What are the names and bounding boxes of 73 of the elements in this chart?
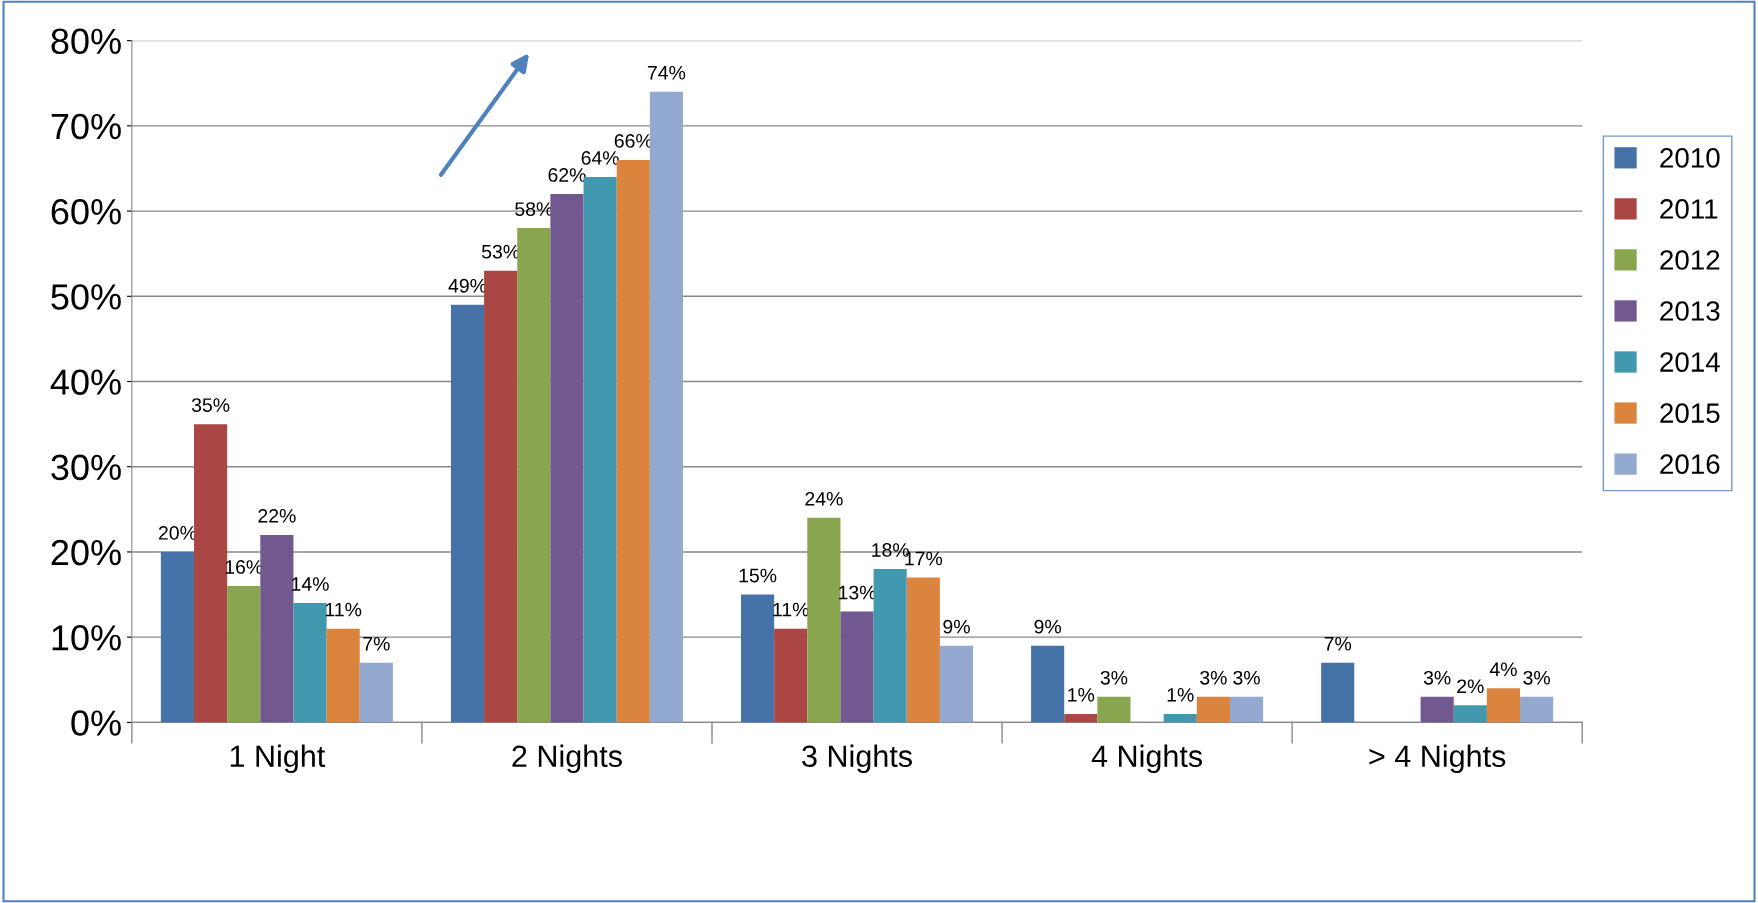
data-label: 58% (515, 202, 553, 216)
bar (1097, 696, 1131, 723)
data-label: 74% (647, 65, 686, 80)
bar (550, 194, 584, 723)
bar (1229, 696, 1264, 723)
data-label: 3% (1423, 670, 1451, 685)
y-tick-label: 50% (51, 284, 121, 310)
bar (359, 662, 393, 723)
legend-label: 2012 (1660, 250, 1720, 270)
x-tick-label: 4 Nights (1091, 744, 1203, 774)
bar (1420, 696, 1454, 723)
bar (873, 569, 907, 723)
bar (1321, 662, 1355, 723)
bar (741, 594, 775, 723)
y-tick-label: 0% (71, 710, 121, 736)
data-label: 1% (1068, 688, 1095, 702)
bar (260, 534, 294, 723)
bar (1453, 705, 1487, 723)
y-tick-label: 10% (52, 625, 121, 651)
bar (840, 611, 874, 723)
data-label: 22% (258, 508, 296, 523)
x-tick-label: 2 Nights (512, 744, 622, 774)
y-tick-label: 60% (51, 198, 121, 225)
y-tick-label: 40% (50, 369, 121, 395)
y-tick-label: 80% (51, 28, 121, 55)
legend-label: 2011 (1660, 199, 1718, 219)
x-tick-label: 1 Night (230, 744, 326, 774)
data-label: 11% (325, 602, 362, 617)
data-label: 3% (1233, 670, 1260, 685)
bar (906, 577, 940, 723)
data-label: 64% (581, 151, 619, 165)
y-tick-label: 70% (51, 113, 121, 140)
data-label: 3% (1523, 670, 1550, 685)
legend-label: 2013 (1660, 301, 1720, 321)
bar (1486, 688, 1521, 723)
bar (293, 603, 327, 723)
legend-label: 2015 (1660, 403, 1720, 423)
bar (1520, 696, 1554, 723)
bar (774, 628, 808, 723)
data-label: 4% (1489, 662, 1517, 677)
data-label: 15% (739, 568, 777, 583)
bar (1031, 645, 1065, 723)
data-label: 3% (1200, 670, 1227, 685)
data-label: 7% (1324, 636, 1352, 651)
bar (649, 91, 683, 723)
data-label: 1% (1167, 688, 1194, 702)
data-label: 24% (805, 491, 843, 506)
y-tick-label: 30% (51, 454, 121, 481)
x-tick-label: 3 Nights (802, 744, 912, 774)
legend-label: 2016 (1660, 454, 1720, 474)
data-label: 35% (191, 398, 230, 412)
bar (450, 304, 485, 723)
bar (1064, 713, 1098, 723)
data-label: 9% (1034, 619, 1061, 634)
data-label: 62% (548, 168, 586, 182)
x-tick-label: > 4 Nights (1369, 744, 1506, 774)
y-tick-label: 20% (51, 539, 121, 566)
bar (939, 645, 974, 723)
bar (1196, 696, 1230, 723)
bar (160, 551, 195, 723)
bar (807, 517, 841, 723)
data-label: 7% (363, 636, 390, 651)
data-label: 2% (1457, 679, 1484, 694)
bar (227, 586, 261, 723)
bar (326, 628, 360, 723)
legend-label: 2010 (1660, 148, 1720, 168)
data-label: 9% (943, 619, 970, 634)
bar (484, 270, 518, 723)
bar (1163, 713, 1197, 723)
bar (517, 228, 551, 723)
data-label: 53% (481, 244, 520, 259)
data-label: 3% (1100, 670, 1128, 685)
legend-label: 2014 (1660, 352, 1720, 372)
